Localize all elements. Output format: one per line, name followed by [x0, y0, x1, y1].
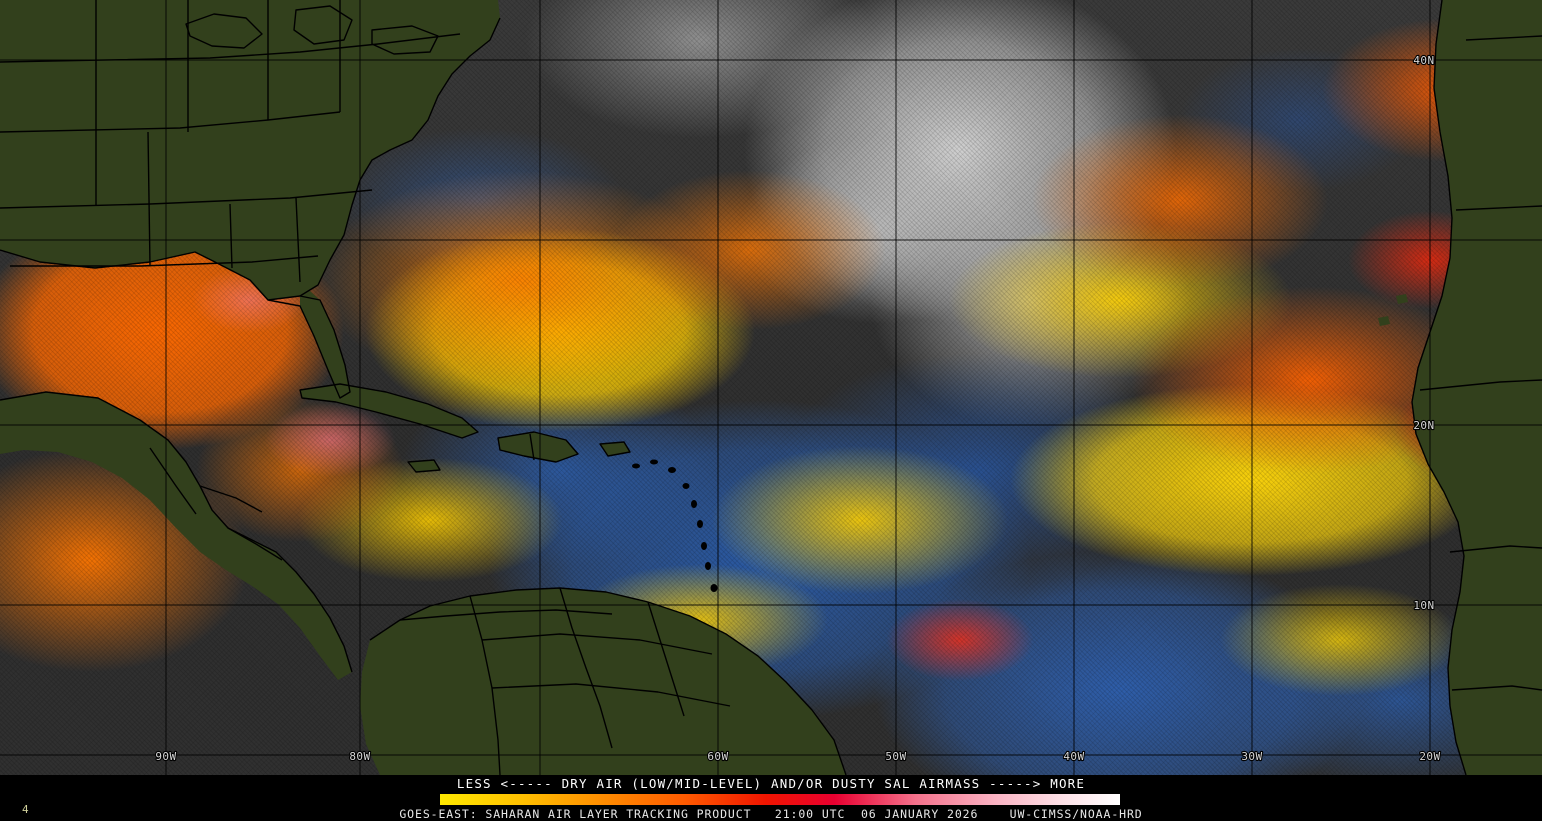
coast-puerto-rico — [599, 441, 631, 457]
satellite-canvas — [0, 0, 1542, 775]
coast-mexico-centam — [0, 391, 353, 673]
observation-date: 06 JANUARY 2026 — [860, 806, 979, 821]
border-us-states-2 — [0, 111, 341, 133]
border-africa-internal-2 — [1455, 205, 1542, 211]
colorbar-row — [0, 794, 1542, 805]
coast-great-lakes-3 — [371, 25, 439, 55]
border-us-vertical-5 — [147, 131, 151, 267]
landmass-layer — [0, 0, 1542, 775]
border-centam-internal-3 — [227, 527, 283, 561]
lon-label-50w: 50W — [885, 750, 906, 763]
land-mexico-centam — [0, 392, 352, 680]
land-islands-speck — [1378, 294, 1408, 326]
lon-label-30w: 30W — [1241, 750, 1262, 763]
observation-time: 21:00 UTC — [774, 806, 846, 821]
status-gap-3 — [978, 807, 1009, 821]
product-title: GOES-EAST: SAHARAN AIR LAYER TRACKING PR… — [399, 806, 752, 821]
border-africa-internal-3 — [1419, 379, 1542, 391]
lon-label-90w: 90W — [155, 750, 176, 763]
coordinate-grid — [0, 0, 1542, 775]
satellite-image-panel[interactable]: 40N 20N 10N 90W 80W 60W 50W 40W 30W 20W — [0, 0, 1542, 775]
lat-label-20n: 20N — [1413, 419, 1434, 432]
coast-hispaniola — [497, 431, 579, 463]
status-gap-1 — [751, 807, 774, 821]
land-florida — [300, 282, 350, 398]
land-south-america — [360, 588, 846, 775]
legend-caption: LESS <----- DRY AIR (LOW/MID-LEVEL) AND/… — [456, 776, 1086, 791]
lon-label-80w: 80W — [349, 750, 370, 763]
land-puerto-rico — [600, 442, 630, 456]
border-us-states — [0, 33, 461, 63]
grid-label-layer: 40N 20N 10N 90W 80W 60W 50W 40W 30W 20W — [154, 53, 1441, 764]
lat-label-40n: 40N — [1413, 54, 1434, 67]
border-us-vertical-6 — [229, 203, 233, 269]
border-africa-internal-5 — [1451, 685, 1542, 691]
border-sa-internal-4 — [481, 633, 713, 655]
lon-label-20w: 20W — [1419, 750, 1440, 763]
land-north-america — [0, 0, 500, 300]
border-africa-internal-4 — [1449, 545, 1542, 553]
legend-panel: LESS <----- DRY AIR (LOW/MID-LEVEL) AND/… — [0, 775, 1542, 821]
coast-great-lakes-2 — [293, 5, 353, 45]
land-jamaica — [408, 460, 440, 472]
land-cuba — [300, 384, 478, 438]
coast-cuba — [299, 383, 479, 439]
coast-great-lakes — [185, 13, 263, 49]
lon-label-60w: 60W — [707, 750, 728, 763]
border-sa-north — [399, 609, 613, 621]
status-gap-2 — [845, 807, 861, 821]
border-sa-internal-2 — [559, 587, 613, 749]
intensity-colorbar[interactable] — [440, 794, 1120, 805]
map-overlay-svg: 40N 20N 10N 90W 80W 60W 50W 40W 30W 20W — [0, 0, 1542, 775]
status-line: GOES-EAST: SAHARAN AIR LAYER TRACKING PR… — [0, 806, 1542, 821]
lat-label-10n: 10N — [1413, 599, 1434, 612]
coast-east-seaboard — [299, 17, 501, 297]
coast-gulf-atlantic — [0, 249, 351, 399]
border-centam-internal-2 — [199, 485, 263, 513]
coast-jamaica — [407, 459, 441, 473]
border-africa-internal-1 — [1465, 35, 1542, 41]
border-layer — [0, 0, 1542, 775]
border-centam-internal-1 — [149, 447, 197, 515]
border-sa-internal-3 — [647, 601, 685, 717]
border-haiti-dr — [529, 433, 535, 461]
coast-africa — [1411, 0, 1467, 775]
coast-lesser-antilles — [632, 459, 718, 592]
border-us-states-3 — [0, 189, 373, 209]
corner-frame-number: 4 — [22, 803, 29, 816]
lon-label-40w: 40W — [1063, 750, 1084, 763]
land-africa — [1412, 0, 1542, 775]
border-sa-internal-5 — [491, 683, 731, 707]
attribution: UW-CIMSS/NOAA-HRD — [1009, 806, 1143, 821]
